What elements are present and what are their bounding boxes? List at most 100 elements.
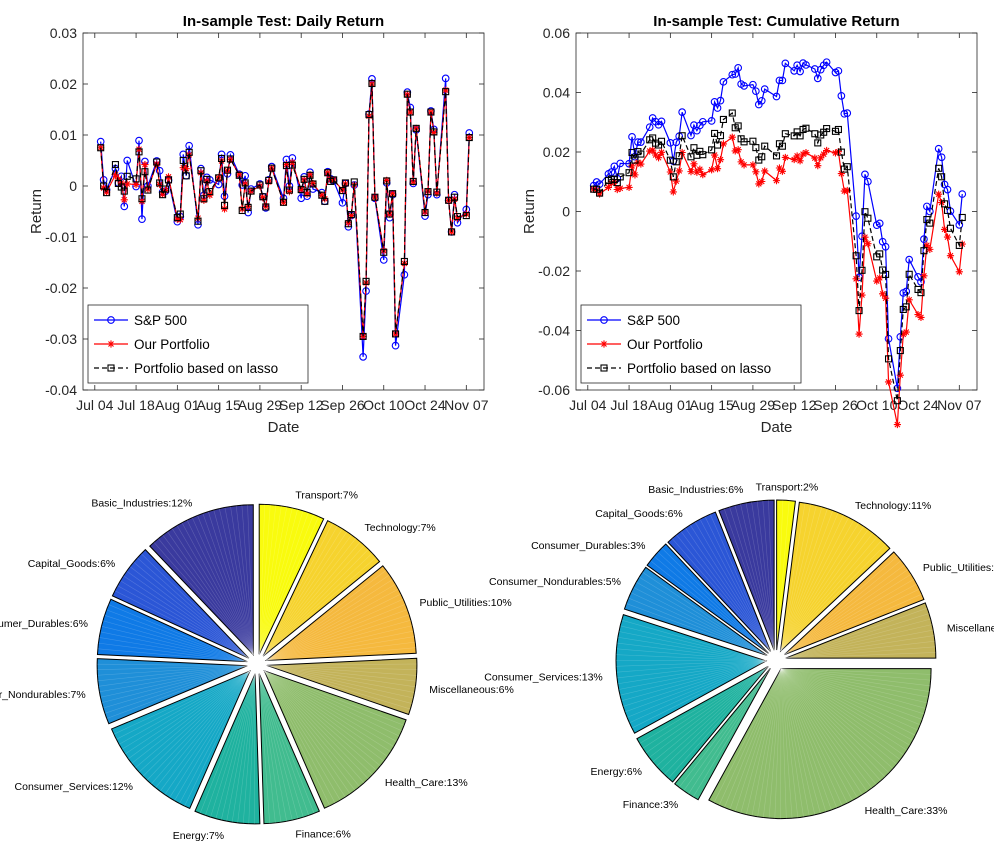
wedge-texture — [264, 670, 397, 742]
wedge-texture — [784, 578, 915, 655]
line-chart-2: -0.06 -0.04 -0.02 0 0.02 0.04 0.06 Jul 04 Jul 18… — [521, 13, 982, 436]
line-chart-1: -0.04 -0.03 -0.02 -0.01 0 0.01 0.02 0.03 Jul 04 J… — [28, 13, 489, 436]
wedge-texture — [616, 660, 767, 679]
data-point — [421, 208, 429, 217]
data-point — [450, 193, 459, 201]
wedge-texture — [266, 641, 416, 661]
data-point — [97, 144, 105, 152]
data-point — [837, 169, 845, 178]
pie-slice — [784, 551, 925, 656]
wedge-texture — [258, 673, 299, 819]
x-tick-label: Oct 10 — [363, 397, 404, 413]
pie-wedge — [264, 565, 417, 662]
data-point — [453, 213, 462, 221]
data-point — [406, 108, 414, 116]
wedge-texture — [258, 673, 315, 814]
data-point — [699, 171, 707, 179]
data-point — [876, 250, 884, 258]
slice-label: Consumer_Services:12% — [15, 781, 133, 793]
pie-wedge — [623, 566, 768, 656]
wedge-texture — [740, 668, 782, 814]
pie-slice — [111, 548, 250, 659]
wedge-texture — [780, 522, 859, 652]
wedge-texture — [264, 670, 346, 798]
wedge-texture — [131, 670, 251, 764]
data-point — [728, 109, 736, 117]
data-point — [637, 138, 645, 146]
wedge-texture — [262, 552, 373, 657]
data-point — [905, 270, 913, 278]
data-point — [391, 341, 400, 350]
data-point — [107, 364, 115, 372]
data-point — [925, 207, 934, 216]
data-point — [946, 252, 955, 260]
data-point — [873, 277, 881, 285]
data-point — [672, 138, 681, 147]
data-point — [728, 70, 737, 79]
data-point — [309, 180, 317, 188]
series-square — [590, 109, 966, 405]
data-point — [135, 148, 143, 156]
wedge-texture — [785, 607, 928, 659]
wedge-texture — [128, 670, 251, 760]
wedge-texture — [780, 532, 874, 652]
slice-label: Miscellaneous:6% — [429, 684, 514, 696]
data-point — [657, 117, 666, 126]
pie-slice — [674, 667, 771, 801]
wedge-texture — [616, 654, 767, 662]
wedge-texture — [186, 519, 254, 655]
data-point — [430, 128, 438, 136]
data-point — [164, 176, 173, 184]
data-point — [864, 177, 872, 186]
data-point — [708, 166, 716, 174]
wedge-texture — [264, 670, 336, 804]
data-point — [734, 146, 742, 154]
wedge-texture — [709, 514, 771, 652]
wedge-texture — [258, 504, 271, 655]
wedge-texture — [762, 500, 775, 651]
wedge-texture — [179, 670, 251, 804]
data-point — [731, 70, 740, 78]
slice-label: Basic_Industries:12% — [91, 497, 192, 509]
data-point — [203, 175, 211, 183]
data-point — [153, 160, 161, 168]
wedge-texture — [262, 545, 365, 657]
wedge-texture — [661, 547, 769, 654]
wedge-texture — [616, 660, 767, 667]
wedge-texture — [688, 668, 771, 795]
data-point — [713, 141, 722, 149]
data-point — [902, 328, 910, 336]
data-point — [259, 194, 267, 202]
x-tick-label: Aug 01 — [648, 397, 693, 413]
data-point — [699, 151, 707, 159]
wedge-texture — [266, 665, 417, 682]
data-point — [823, 125, 831, 133]
data-point — [917, 289, 925, 297]
pie-slice — [615, 613, 768, 734]
slice-label: Finance:3% — [623, 799, 678, 811]
wedge-texture — [106, 665, 248, 719]
data-point — [153, 158, 161, 166]
data-point — [155, 166, 164, 175]
wedge-texture — [258, 505, 277, 655]
data-point — [223, 166, 232, 174]
pie-wedge — [785, 602, 937, 659]
data-point — [790, 155, 798, 164]
wedge-texture — [780, 668, 877, 785]
data-point — [111, 171, 120, 179]
data-point — [752, 168, 760, 176]
wedge-texture — [780, 668, 804, 817]
wedge-texture — [219, 508, 254, 655]
data-point — [107, 340, 115, 348]
wedge-texture — [97, 665, 248, 676]
data-point — [259, 193, 267, 201]
wedge-texture — [104, 615, 248, 662]
slice-label: Energy:7% — [173, 830, 224, 842]
wedge-texture — [676, 534, 771, 652]
data-point — [628, 162, 636, 170]
legend-entry: Portfolio based on lasso — [134, 361, 278, 376]
data-point — [182, 165, 190, 173]
data-point — [441, 74, 450, 83]
data-point — [926, 245, 934, 253]
pie-wedge — [96, 658, 248, 725]
